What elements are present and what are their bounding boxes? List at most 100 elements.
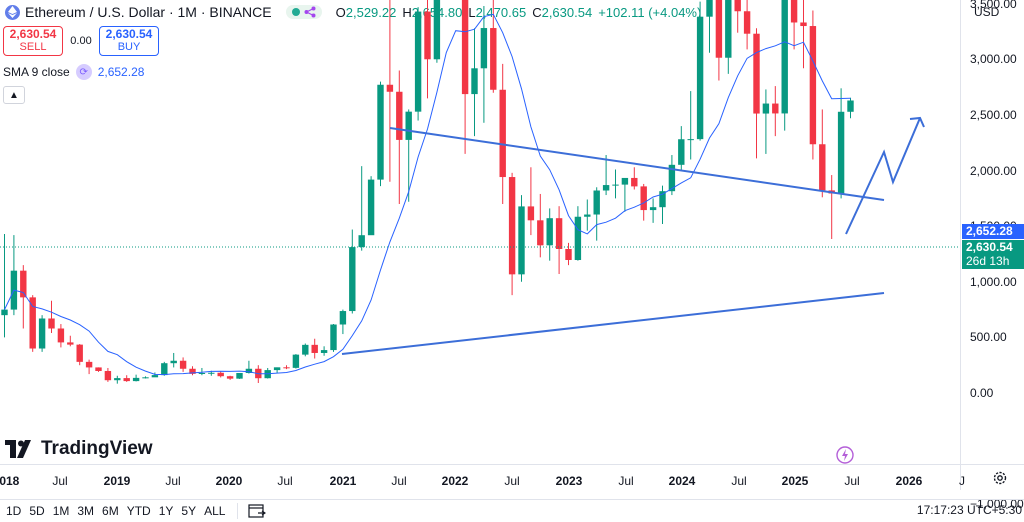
candle-body[interactable] <box>781 0 788 114</box>
range-button-1y[interactable]: 1Y <box>158 504 174 518</box>
currency-selector[interactable]: USD <box>974 5 1000 19</box>
lower-trendline[interactable] <box>341 292 885 355</box>
indicator-legend[interactable]: SMA 9 close ⟳ 2,652.28 <box>3 64 144 80</box>
candle-body[interactable] <box>273 367 281 371</box>
candle-body[interactable] <box>819 144 826 191</box>
candle-body[interactable] <box>678 139 685 165</box>
collapse-legend-button[interactable]: ▲ <box>3 86 25 104</box>
projection-path[interactable] <box>845 117 921 235</box>
candle-body[interactable] <box>38 318 46 349</box>
candle-body[interactable] <box>837 111 845 194</box>
candle-body[interactable] <box>405 111 412 140</box>
candle-body[interactable] <box>76 344 83 362</box>
candle-body[interactable] <box>414 11 422 112</box>
candle-body[interactable] <box>396 91 403 140</box>
candle-body[interactable] <box>537 220 544 246</box>
candle-body[interactable] <box>189 368 196 374</box>
candle-body[interactable] <box>772 103 779 114</box>
candle-body[interactable] <box>753 33 760 114</box>
candle-body[interactable] <box>518 206 525 275</box>
candle-body[interactable] <box>640 186 647 211</box>
sell-button[interactable]: 2,630.54 SELL <box>3 26 63 56</box>
price-chart[interactable] <box>0 0 960 464</box>
calendar-range-icon[interactable] <box>248 503 267 519</box>
candle-body[interactable] <box>790 0 798 23</box>
candle-body[interactable] <box>311 344 318 353</box>
candle-body[interactable] <box>631 177 638 187</box>
event-marker-icon[interactable] <box>836 446 854 464</box>
candle-body[interactable] <box>433 0 441 60</box>
range-button-5d[interactable]: 5D <box>29 504 45 518</box>
candle-body[interactable] <box>715 0 723 58</box>
candle-body[interactable] <box>85 361 93 368</box>
candle-body[interactable] <box>527 206 535 221</box>
candle-body[interactable] <box>349 247 356 312</box>
candle-body[interactable] <box>29 297 36 349</box>
candle-body[interactable] <box>743 11 751 34</box>
candle-body[interactable] <box>104 370 112 381</box>
candle-body[interactable] <box>696 16 704 140</box>
candle-body[interactable] <box>584 214 591 217</box>
candle-body[interactable] <box>377 84 384 180</box>
candle-body[interactable] <box>95 367 102 371</box>
candle-body[interactable] <box>659 191 666 208</box>
candle-body[interactable] <box>424 11 431 60</box>
candle-body[interactable] <box>161 363 168 376</box>
buy-button[interactable]: 2,630.54 BUY <box>99 26 159 56</box>
candle-body[interactable] <box>565 248 572 261</box>
candle-body[interactable] <box>499 89 506 178</box>
market-status-pill[interactable] <box>285 5 322 19</box>
candle-body[interactable] <box>151 375 159 378</box>
candle-body[interactable] <box>236 372 243 379</box>
gear-icon[interactable] <box>992 470 1008 486</box>
candle-body[interactable] <box>706 0 713 17</box>
candle-body[interactable] <box>574 216 582 261</box>
candle-body[interactable] <box>471 68 478 95</box>
candle-body[interactable] <box>339 311 347 325</box>
candle-body[interactable] <box>546 218 553 246</box>
candle-body[interactable] <box>330 324 337 351</box>
candle-body[interactable] <box>734 0 741 12</box>
candle-body[interactable] <box>292 354 300 368</box>
range-button-6m[interactable]: 6M <box>102 504 119 518</box>
range-button-1m[interactable]: 1M <box>52 504 70 518</box>
candle-body[interactable] <box>1 309 8 316</box>
candle-body[interactable] <box>612 184 619 186</box>
candle-body[interactable] <box>198 372 206 374</box>
candle-body[interactable] <box>358 235 365 248</box>
candle-body[interactable] <box>367 179 375 236</box>
candle-body[interactable] <box>593 190 600 215</box>
range-button-ytd[interactable]: YTD <box>126 504 151 518</box>
candle-body[interactable] <box>621 177 629 185</box>
candle-body[interactable] <box>67 342 74 345</box>
candle-body[interactable] <box>48 318 55 329</box>
candle-body[interactable] <box>57 328 65 343</box>
candle-body[interactable] <box>320 350 328 353</box>
candle-body[interactable] <box>602 185 610 191</box>
clock[interactable]: 17:17:23 UTC+5:30 <box>916 503 1022 517</box>
indicator-label[interactable]: SMA 9 close <box>3 65 70 79</box>
candle-body[interactable] <box>555 218 563 249</box>
candle-body[interactable] <box>114 378 121 381</box>
candle-body[interactable] <box>170 360 177 364</box>
candle-body[interactable] <box>490 28 497 90</box>
candle-body[interactable] <box>847 100 854 112</box>
candle-body[interactable] <box>508 177 516 275</box>
candle-body[interactable] <box>302 344 309 355</box>
candle-body[interactable] <box>800 22 807 27</box>
range-button-5y[interactable]: 5Y <box>181 504 197 518</box>
candle-body[interactable] <box>245 368 253 373</box>
candle-body[interactable] <box>386 84 394 92</box>
candle-body[interactable] <box>142 377 149 379</box>
tradingview-logo[interactable]: TradingView <box>5 438 153 460</box>
candle-body[interactable] <box>283 367 290 369</box>
candle-body[interactable] <box>668 164 676 192</box>
candle-body[interactable] <box>123 378 130 382</box>
range-button-all[interactable]: ALL <box>204 504 226 518</box>
candle-body[interactable] <box>208 372 215 374</box>
symbol-title[interactable]: Ethereum / U.S. Dollar · 1M · BINANCE <box>25 4 272 20</box>
candle-body[interactable] <box>725 0 732 58</box>
candle-body[interactable] <box>480 28 488 69</box>
candle-body[interactable] <box>649 207 657 211</box>
candle-body[interactable] <box>226 376 234 379</box>
